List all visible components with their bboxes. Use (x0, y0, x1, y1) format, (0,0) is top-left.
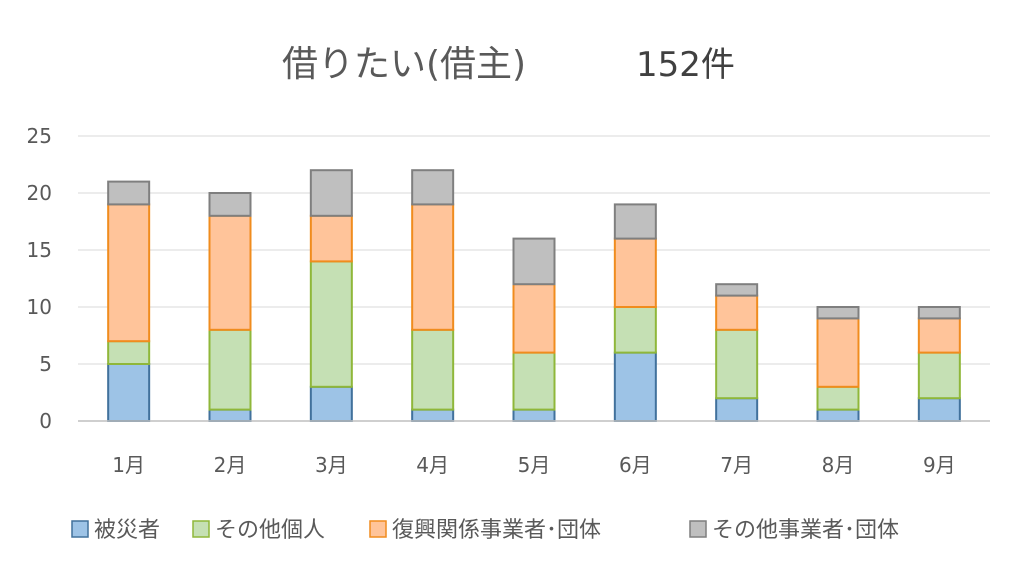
legend-item: 被災者 (71, 518, 160, 543)
y-tick-label: 0 (39, 409, 52, 433)
bar-segment-その他個人-5月 (512, 351, 556, 411)
bars (107, 169, 961, 423)
bar-segment-被災者-6月 (613, 351, 657, 423)
legend-label: その他個人 (215, 518, 325, 543)
bar-segment-その他事業者･団体-9月 (917, 306, 961, 320)
bar-segment-その他事業者･団体-6月 (613, 203, 657, 240)
y-tick-label: 25 (27, 124, 52, 148)
legend-label: 被災者 (94, 518, 160, 543)
bar-segment-その他個人-2月 (208, 328, 252, 411)
chart-title: 借りたい(借主) (282, 44, 526, 85)
bar-segment-その他事業者･団体-2月 (208, 192, 252, 217)
bar-segment-復興関係事業者･団体-7月 (715, 294, 759, 331)
bar-segment-その他個人-9月 (917, 351, 961, 400)
bar-segment-その他事業者･団体-4月 (411, 169, 455, 206)
x-axis-ticks: 1月 2月 3月 4月 5月 6月 7月 8月 9月 (112, 453, 955, 477)
legend-label: 復興関係事業者･団体 (392, 518, 601, 543)
bar-segment-その他事業者･団体-3月 (309, 169, 353, 217)
bar-segment-その他個人-6月 (613, 306, 657, 354)
legend-swatch (192, 520, 210, 538)
y-axis-ticks: 0 5 10 15 20 25 (27, 124, 52, 433)
x-tick-label: 8月 (822, 453, 855, 477)
bar-segment-その他個人-1月 (107, 340, 151, 366)
legend-item: その他個人 (192, 518, 325, 543)
x-tick-label: 4月 (416, 453, 449, 477)
legend: 被災者 その他個人 復興関係事業者･団体 その他事業者･団体 (71, 518, 899, 543)
legend-item: 復興関係事業者･団体 (369, 518, 601, 543)
bar-segment-復興関係事業者･団体-5月 (512, 283, 556, 354)
bar-segment-復興関係事業者･団体-8月 (816, 317, 860, 388)
x-tick-label: 5月 (518, 453, 551, 477)
bar-segment-被災者-2月 (208, 408, 252, 423)
bar-segment-その他事業者･団体-7月 (715, 283, 759, 297)
bar-segment-その他事業者･団体-1月 (107, 180, 151, 206)
y-tick-label: 20 (27, 181, 52, 205)
bar-segment-復興関係事業者･団体-1月 (107, 203, 151, 343)
x-tick-label: 7月 (720, 453, 753, 477)
x-tick-label: 1月 (112, 453, 145, 477)
bar-segment-その他個人-8月 (816, 385, 860, 411)
chart-total-label: 152件 (636, 45, 735, 85)
bar-segment-被災者-4月 (411, 408, 455, 423)
bar-segment-その他事業者･団体-5月 (512, 237, 556, 286)
bar-segment-その他個人-4月 (411, 328, 455, 411)
x-tick-label: 9月 (923, 453, 956, 477)
legend-label: その他事業者･団体 (712, 518, 899, 543)
legend-swatch (71, 520, 89, 538)
x-tick-label: 2月 (214, 453, 247, 477)
y-tick-label: 15 (27, 238, 52, 262)
bar-segment-被災者-1月 (107, 363, 151, 422)
legend-swatch (369, 520, 387, 538)
bar-segment-その他個人-3月 (309, 260, 353, 388)
bar-segment-復興関係事業者･団体-2月 (208, 214, 252, 331)
bar-segment-その他事業者･団体-8月 (816, 306, 860, 320)
bar-segment-被災者-9月 (917, 397, 961, 423)
x-tick-label: 6月 (619, 453, 652, 477)
bar-segment-復興関係事業者･団体-6月 (613, 237, 657, 309)
bar-segment-復興関係事業者･団体-3月 (309, 214, 353, 263)
bar-segment-その他個人-7月 (715, 328, 759, 400)
bar-segment-被災者-3月 (309, 385, 353, 422)
bar-segment-被災者-7月 (715, 397, 759, 423)
bar-segment-被災者-8月 (816, 408, 860, 423)
x-tick-label: 3月 (315, 453, 348, 477)
y-tick-label: 5 (39, 352, 52, 376)
bar-segment-復興関係事業者･団体-9月 (917, 317, 961, 354)
y-tick-label: 10 (27, 295, 52, 319)
bar-segment-被災者-5月 (512, 408, 556, 423)
bar-segment-復興関係事業者･団体-4月 (411, 203, 455, 331)
legend-item: その他事業者･団体 (689, 518, 899, 543)
legend-swatch (689, 520, 707, 538)
